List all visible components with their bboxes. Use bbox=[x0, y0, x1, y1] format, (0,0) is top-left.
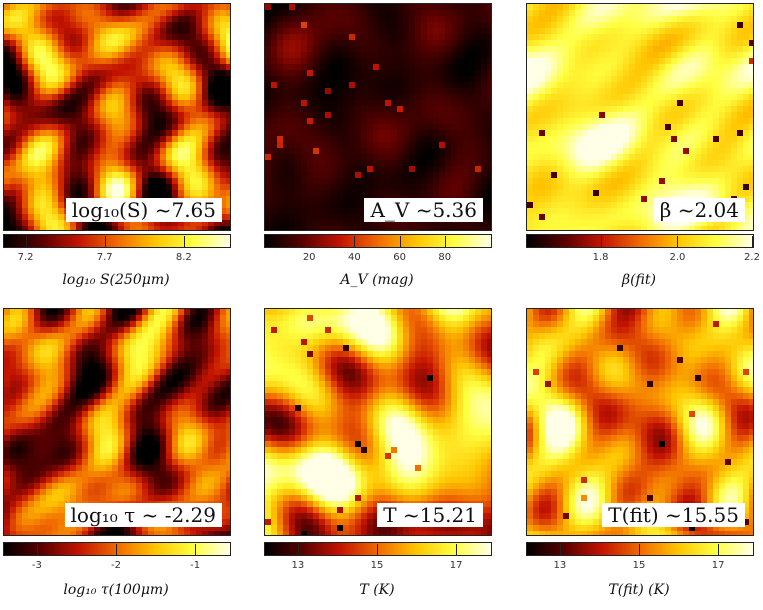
colorbar-label-t-fit: T(fit) (K) bbox=[608, 582, 670, 598]
colorbar-t bbox=[264, 542, 492, 556]
heatmap-t-fit bbox=[527, 309, 753, 535]
colorbar-tick-mark bbox=[377, 544, 378, 556]
colorbar-beta bbox=[526, 234, 754, 248]
colorbar-ticks-log-s: 7.2 7.7 8.2 bbox=[3, 236, 229, 266]
colorbar-tick-label: 7.7 bbox=[96, 252, 113, 263]
colorbar-tick-mark bbox=[677, 236, 679, 248]
colorbar-tick-mark bbox=[559, 544, 561, 556]
colorbar-ticks-t: 13 15 17 bbox=[264, 544, 490, 574]
colorbar-ticks-beta: 1.8 2.0 2.2 bbox=[526, 236, 760, 266]
map-log-s: log₁₀(S) ~7.65 bbox=[3, 3, 231, 231]
colorbar-tick-mark bbox=[309, 236, 311, 248]
colorbar-tick-label: 17 bbox=[711, 560, 725, 571]
colorbar-tick-label: 13 bbox=[291, 560, 305, 571]
colorbar-tick-label: 20 bbox=[302, 252, 316, 263]
colorbar-tick-label: 8.2 bbox=[175, 252, 192, 263]
colorbar-tick-mark bbox=[444, 236, 446, 248]
colorbar-av bbox=[264, 234, 492, 248]
map-beta: β ~2.04 bbox=[526, 3, 754, 231]
colorbar-log-s bbox=[3, 234, 231, 248]
colorbar-tick-label: 80 bbox=[438, 252, 452, 263]
colorbar-tick-mark bbox=[456, 544, 458, 556]
annotation-t: T ~15.21 bbox=[377, 503, 483, 527]
annotation-t-fit: T(fit) ~15.55 bbox=[602, 503, 745, 527]
colorbar-ticks-av: 20 40 60 80 bbox=[264, 236, 490, 266]
colorbar-ticks-t-fit: 13 15 17 bbox=[526, 544, 752, 574]
colorbar-tick-label: -1 bbox=[190, 560, 201, 571]
colorbar-t-fit bbox=[526, 542, 754, 556]
colorbar-tick-mark bbox=[297, 544, 299, 556]
colorbar-tick-mark bbox=[25, 236, 27, 248]
colorbar-tick-mark bbox=[752, 236, 753, 248]
colorbar-label-t: T (K) bbox=[359, 582, 395, 598]
annotation-av: A_V ~5.36 bbox=[364, 198, 483, 222]
annotation-log-s: log₁₀(S) ~7.65 bbox=[65, 198, 222, 222]
colorbar-log-tau bbox=[3, 542, 231, 556]
colorbar-label-log-s: log₁₀ S(250μm) bbox=[62, 272, 170, 288]
colorbar-tick-label: 7.2 bbox=[17, 252, 34, 263]
colorbar-tick-label: 17 bbox=[449, 560, 463, 571]
colorbar-tick-mark bbox=[718, 544, 720, 556]
colorbar-tick-mark bbox=[104, 236, 106, 248]
colorbar-tick-mark bbox=[36, 544, 38, 556]
colorbar-tick-mark bbox=[399, 236, 401, 248]
colorbar-ticks-log-tau: -3 -2 -1 bbox=[3, 544, 229, 574]
colorbar-tick-mark bbox=[354, 236, 356, 248]
map-log-tau: log₁₀ τ ~ -2.29 bbox=[3, 308, 231, 536]
annotation-log-tau: log₁₀ τ ~ -2.29 bbox=[64, 503, 222, 527]
colorbar-tick-mark bbox=[116, 544, 117, 556]
colorbar-tick-label: 15 bbox=[370, 560, 384, 571]
heatmap-t bbox=[265, 309, 491, 535]
colorbar-tick-label: -3 bbox=[31, 560, 42, 571]
colorbar-label-beta: β(fit) bbox=[622, 272, 656, 288]
heatmap-beta bbox=[527, 4, 753, 230]
colorbar-tick-mark bbox=[195, 544, 197, 556]
colorbar-tick-label: 2.0 bbox=[669, 252, 686, 263]
colorbar-tick-mark bbox=[639, 544, 640, 556]
colorbar-tick-label: 13 bbox=[553, 560, 567, 571]
colorbar-tick-label: 60 bbox=[393, 252, 406, 263]
heatmap-av bbox=[265, 4, 491, 230]
annotation-beta: β ~2.04 bbox=[653, 198, 745, 222]
heatmap-log-tau bbox=[4, 309, 230, 535]
colorbar-tick-label: 1.8 bbox=[592, 252, 609, 263]
colorbar-tick-label: -2 bbox=[111, 560, 121, 571]
colorbar-tick-label: 2.2 bbox=[744, 252, 760, 263]
map-t: T ~15.21 bbox=[264, 308, 492, 536]
colorbar-label-av: A_V (mag) bbox=[340, 272, 414, 288]
map-av: A_V ~5.36 bbox=[264, 3, 492, 231]
colorbar-tick-mark bbox=[183, 236, 185, 248]
colorbar-label-log-tau: log₁₀ τ(100μm) bbox=[63, 582, 169, 598]
colorbar-tick-label: 15 bbox=[632, 560, 646, 571]
colorbar-tick-mark bbox=[600, 236, 602, 248]
heatmap-log-s bbox=[4, 4, 230, 230]
map-t-fit: T(fit) ~15.55 bbox=[526, 308, 754, 536]
colorbar-tick-label: 40 bbox=[348, 252, 361, 263]
